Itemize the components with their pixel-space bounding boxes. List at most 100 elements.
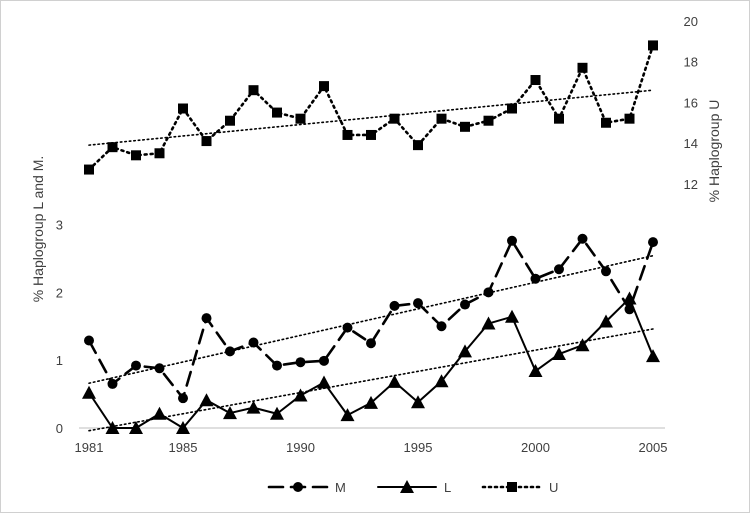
data-point-l	[599, 314, 613, 328]
series-lines-layer	[87, 44, 655, 429]
data-point-u	[436, 113, 447, 124]
data-point-l	[552, 347, 566, 361]
data-point-m	[483, 287, 494, 298]
legend-label-u: U	[549, 480, 558, 495]
x-tick-label: 1985	[169, 440, 198, 455]
data-point-m	[319, 355, 329, 366]
y-right-tick-label: 20	[684, 14, 698, 29]
legend-marker-l	[400, 480, 414, 493]
data-point-u	[225, 115, 235, 126]
data-point-u	[413, 140, 423, 151]
data-point-m	[295, 357, 306, 368]
data-point-l	[152, 406, 167, 420]
data-point-u	[178, 103, 188, 114]
data-point-u	[554, 113, 564, 124]
y-left-tick-label: 1	[56, 353, 63, 368]
data-point-u	[131, 150, 141, 161]
legend-marker-u	[507, 482, 517, 492]
data-point-l	[223, 406, 237, 420]
data-point-u	[530, 75, 541, 86]
data-point-u	[577, 62, 588, 73]
data-point-u	[201, 136, 212, 147]
data-point-u	[342, 129, 353, 140]
data-point-m	[601, 266, 611, 277]
data-point-u	[272, 107, 282, 118]
data-point-m	[648, 237, 658, 248]
data-point-m	[107, 378, 118, 389]
data-point-u	[624, 113, 635, 124]
data-point-l	[199, 393, 214, 407]
markers-layer	[82, 40, 660, 434]
data-point-l	[270, 406, 284, 420]
y-axis-left-title: % Haplogroup L and M.	[30, 156, 46, 303]
data-point-m	[460, 299, 470, 310]
y-right-tick-label: 12	[684, 177, 698, 192]
data-point-m	[366, 338, 376, 349]
data-point-l	[387, 374, 402, 388]
data-point-l	[82, 385, 96, 399]
trendlines-layer	[88, 89, 654, 432]
data-point-l	[317, 375, 331, 389]
data-point-u	[154, 148, 165, 159]
data-point-l	[575, 338, 590, 352]
data-point-m	[178, 393, 188, 404]
data-point-l	[129, 421, 143, 434]
y-right-tick-label: 18	[684, 55, 698, 70]
legend-label-m: M	[335, 480, 346, 495]
data-point-m	[248, 337, 259, 348]
data-point-u	[366, 129, 376, 140]
data-point-l	[646, 349, 660, 363]
data-point-m	[436, 321, 447, 332]
y-right-tick-label: 14	[684, 136, 698, 151]
data-point-m	[624, 304, 635, 315]
series-line-m	[87, 237, 655, 400]
data-point-m	[154, 363, 165, 374]
data-point-m	[507, 235, 517, 246]
data-point-u	[248, 85, 259, 96]
data-point-m	[131, 360, 141, 371]
data-point-u	[389, 113, 400, 124]
data-point-u	[319, 81, 329, 92]
series-line-u	[87, 44, 655, 171]
data-point-u	[107, 142, 118, 153]
x-tick-label: 1981	[75, 440, 104, 455]
data-point-u	[84, 164, 94, 175]
y-left-tick-label: 0	[56, 421, 63, 436]
x-tick-label: 1995	[404, 440, 433, 455]
y-left-tick-label: 2	[56, 285, 63, 300]
data-point-m	[201, 313, 212, 324]
data-point-l	[528, 364, 543, 378]
legend-marker-m	[293, 482, 303, 492]
data-point-l	[622, 291, 637, 305]
data-point-u	[507, 103, 517, 114]
x-tick-label: 2005	[639, 440, 668, 455]
data-point-u	[601, 117, 611, 128]
data-point-l	[458, 344, 472, 358]
data-point-m	[389, 300, 400, 311]
data-point-u	[483, 115, 494, 126]
data-point-m	[225, 346, 235, 357]
data-point-l	[246, 400, 261, 414]
y-axis-right-title: % Haplogroup U	[706, 100, 722, 203]
data-point-u	[295, 113, 306, 124]
data-point-m	[84, 335, 94, 346]
x-tick-label: 2000	[521, 440, 550, 455]
data-point-l	[505, 309, 519, 323]
data-point-l	[481, 316, 496, 330]
data-point-m	[530, 273, 541, 284]
data-point-l	[434, 374, 449, 388]
data-point-u	[460, 121, 470, 132]
trendline-u	[88, 89, 654, 146]
data-point-l	[176, 421, 190, 434]
data-point-m	[413, 298, 423, 309]
data-point-u	[648, 40, 658, 51]
data-point-m	[342, 322, 353, 333]
data-point-m	[577, 233, 588, 244]
data-point-l	[411, 395, 425, 409]
data-point-l	[293, 388, 308, 402]
legend-label-l: L	[444, 480, 451, 495]
data-point-l	[105, 421, 120, 434]
